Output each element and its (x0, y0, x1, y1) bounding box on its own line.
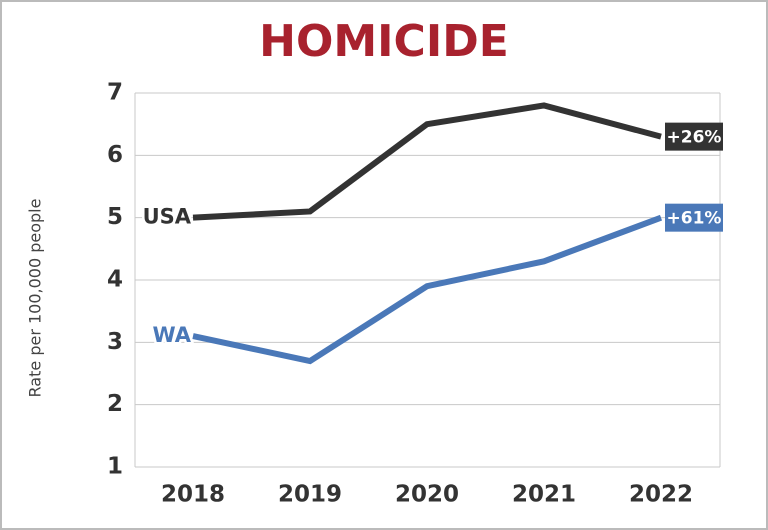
change-label-box (665, 203, 723, 232)
change-label: +61% (667, 209, 722, 229)
series-name: USA (143, 205, 192, 229)
x-tick-label: 2021 (512, 482, 576, 508)
x-tick-label: 2019 (278, 482, 342, 508)
y-tick-label: 7 (107, 80, 123, 106)
y-tick-label: 5 (107, 204, 123, 230)
change-label: +26% (667, 128, 722, 148)
series-name: WA (153, 323, 192, 347)
x-tick-label: 2018 (161, 482, 225, 508)
chart-title: HOMICIDE (259, 16, 509, 67)
series-line (192, 214, 663, 365)
x-tick-label: 2022 (629, 482, 693, 508)
y-tick-label: 3 (107, 329, 123, 355)
y-tick-label: 6 (107, 142, 123, 168)
series-line (192, 102, 662, 221)
x-tick-label: 2020 (395, 482, 459, 508)
y-tick-label: 4 (107, 267, 123, 293)
change-label-box (665, 122, 723, 151)
y-axis-label: Rate per 100,000 people (26, 199, 45, 398)
y-tick-label: 1 (107, 454, 123, 480)
y-tick-label: 2 (107, 391, 123, 417)
